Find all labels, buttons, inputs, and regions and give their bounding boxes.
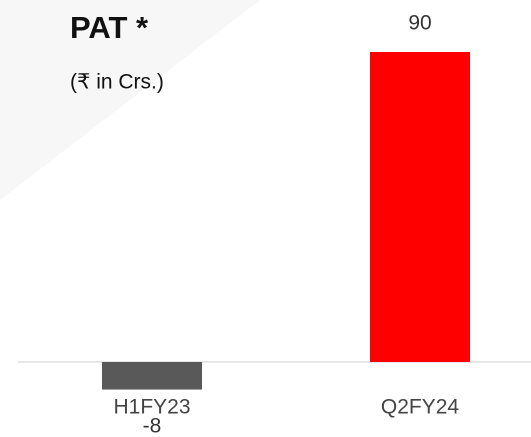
bar [102,362,202,390]
x-tick-label: Q2FY24 [381,396,460,419]
chart-subtitle: (₹ in Crs.) [70,71,164,94]
data-label: 90 [408,12,431,35]
background-shade [0,0,260,200]
chart-title: PAT * [70,10,149,45]
x-tick-label: H1FY23 [113,396,190,419]
bar [370,52,470,362]
data-label: -8 [143,415,162,437]
